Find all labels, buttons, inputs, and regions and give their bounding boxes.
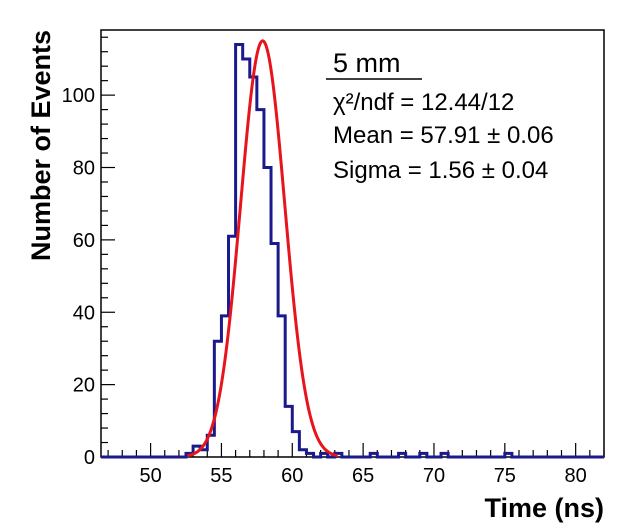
histogram-series — [101, 42, 604, 459]
sigma-label: Sigma = 1.56 ± 0.04 — [333, 157, 548, 184]
gaussian-fit-curve — [187, 39, 338, 458]
y-tick-label: 40 — [73, 302, 95, 324]
y-tick-label: 20 — [73, 375, 95, 397]
y-tick-label: 60 — [73, 230, 95, 252]
x-tick-label: 65 — [352, 465, 374, 487]
fit-stats-box: 5 mm χ²/ndf = 12.44/12 Mean = 57.91 ± 0.… — [326, 48, 554, 184]
stats-title: 5 mm — [333, 48, 401, 78]
x-tick-label: 50 — [139, 465, 161, 487]
x-tick-label: 75 — [494, 465, 516, 487]
chi2-ndf-label: χ²/ndf = 12.44/12 — [333, 89, 514, 116]
x-tick-label: 80 — [565, 465, 587, 487]
x-tick-label: 70 — [423, 465, 445, 487]
x-axis-ticks: 50 55 60 65 70 75 80 — [107, 443, 605, 487]
y-tick-label: 80 — [73, 158, 95, 180]
mean-label: Mean = 57.91 ± 0.06 — [333, 122, 554, 149]
x-tick-label: 55 — [210, 465, 232, 487]
y-tick-label: 0 — [84, 447, 95, 469]
y-axis-title: Number of Events — [26, 30, 56, 261]
x-axis-title: Time (ns) — [484, 493, 604, 523]
x-tick-label: 60 — [281, 465, 303, 487]
y-tick-label: 100 — [62, 85, 95, 107]
y-axis-ticks: 0 20 40 60 80 100 — [62, 36, 115, 469]
